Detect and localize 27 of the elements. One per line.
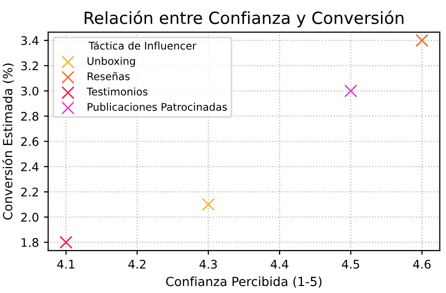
y-tick-label: 2.4	[21, 162, 38, 172]
y-axis-title: Conversión Estimada (%)	[2, 64, 14, 220]
x-tick-label: 4.1	[57, 260, 74, 269]
legend-label: Testimonios	[86, 87, 148, 96]
legend-title: Táctica de Influencer	[88, 41, 196, 50]
point	[202, 198, 215, 211]
y-tick-label: 1.8	[22, 238, 38, 247]
legend-label: Reseñas	[88, 72, 130, 80]
point	[59, 236, 72, 249]
point	[415, 34, 428, 47]
y-tick-label: 3.2	[21, 61, 38, 70]
y-tick-label: 2.2	[21, 188, 38, 196]
y-tick-label: 3.0	[21, 86, 38, 96]
y-tick-label: 2.0	[21, 212, 38, 222]
x-tick-label: 4.6	[413, 260, 431, 269]
legend-label: Publicaciones Patrocinadas	[88, 102, 227, 111]
legend-label: Unboxing	[88, 56, 135, 67]
x-axis-title: Confianza Percibida (1-5)	[166, 276, 322, 288]
y-tick-label: 2.6	[21, 137, 38, 146]
y-tick-label: 3.4	[21, 36, 38, 46]
y-tick-label: 2.8	[21, 112, 38, 121]
x-tick-label: 4.4	[270, 260, 288, 269]
x-tick-label: 4.3	[200, 260, 217, 269]
chart-title: Relación entre Confianza y Conversión	[84, 10, 404, 28]
point	[344, 84, 358, 98]
x-tick-label: 4.5	[342, 260, 360, 269]
x-tick-label: 4.2	[128, 260, 146, 269]
